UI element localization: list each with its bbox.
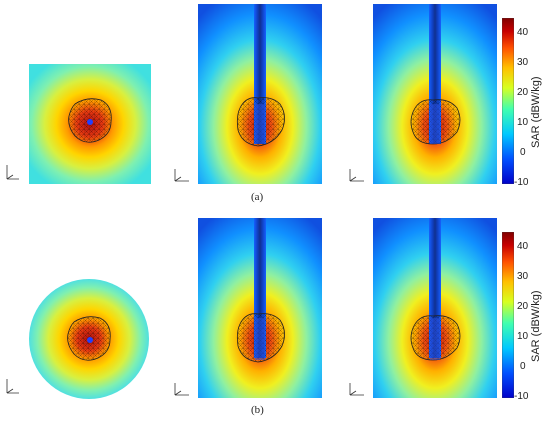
colorbar-b-title: SAR (dBW/kg) [530, 290, 542, 362]
colorbar-b-tick: 20 [517, 301, 529, 312]
colorbar-b-tick: 10 [517, 331, 529, 342]
sar-map-a-axial [29, 64, 151, 184]
sar-map-b-side-1-image [198, 218, 322, 398]
colorbar-b-gradient [501, 231, 515, 399]
colorbar-a-tick: 30 [517, 57, 529, 68]
colorbar-a-gradient [501, 17, 515, 185]
sar-map-a-side-2 [373, 4, 497, 184]
axes-triad-icon [4, 160, 22, 187]
sar-map-a-side-1-image [198, 4, 322, 184]
colorbar-a-tick: 40 [517, 27, 529, 38]
colorbar-a-title: SAR (dBW/kg) [530, 76, 542, 148]
sar-map-b-side-1 [198, 218, 322, 398]
colorbar-a-tick: -10 [514, 177, 529, 188]
axes-triad-icon [4, 374, 22, 401]
sar-map-a-side-1 [198, 4, 322, 184]
sar-map-a-side-2-image [373, 4, 497, 184]
axes-triad-icon [347, 164, 369, 189]
sar-map-b-axial-image [29, 279, 149, 399]
colorbar-b-tick: 40 [517, 241, 529, 252]
colorbar-b-tick: -10 [514, 391, 529, 402]
colorbar-b-tick: 0 [520, 361, 526, 372]
sar-map-b-axial [28, 278, 150, 400]
colorbar-a-tick: 10 [517, 117, 529, 128]
sar-map-b-side-2-image [373, 218, 497, 398]
axes-triad-icon [172, 164, 194, 189]
colorbar-b-tick: 30 [517, 271, 529, 282]
colorbar-b [501, 231, 515, 399]
sar-map-b-side-2 [373, 218, 497, 398]
colorbar-a [501, 17, 515, 185]
sar-map-a-axial-image [29, 64, 151, 184]
colorbar-a-tick: 0 [520, 147, 526, 158]
caption-b: (b) [251, 404, 264, 416]
caption-a: (a) [251, 191, 264, 203]
colorbar-a-tick: 20 [517, 87, 529, 98]
axes-triad-icon [347, 378, 369, 403]
axes-triad-icon [172, 378, 194, 403]
